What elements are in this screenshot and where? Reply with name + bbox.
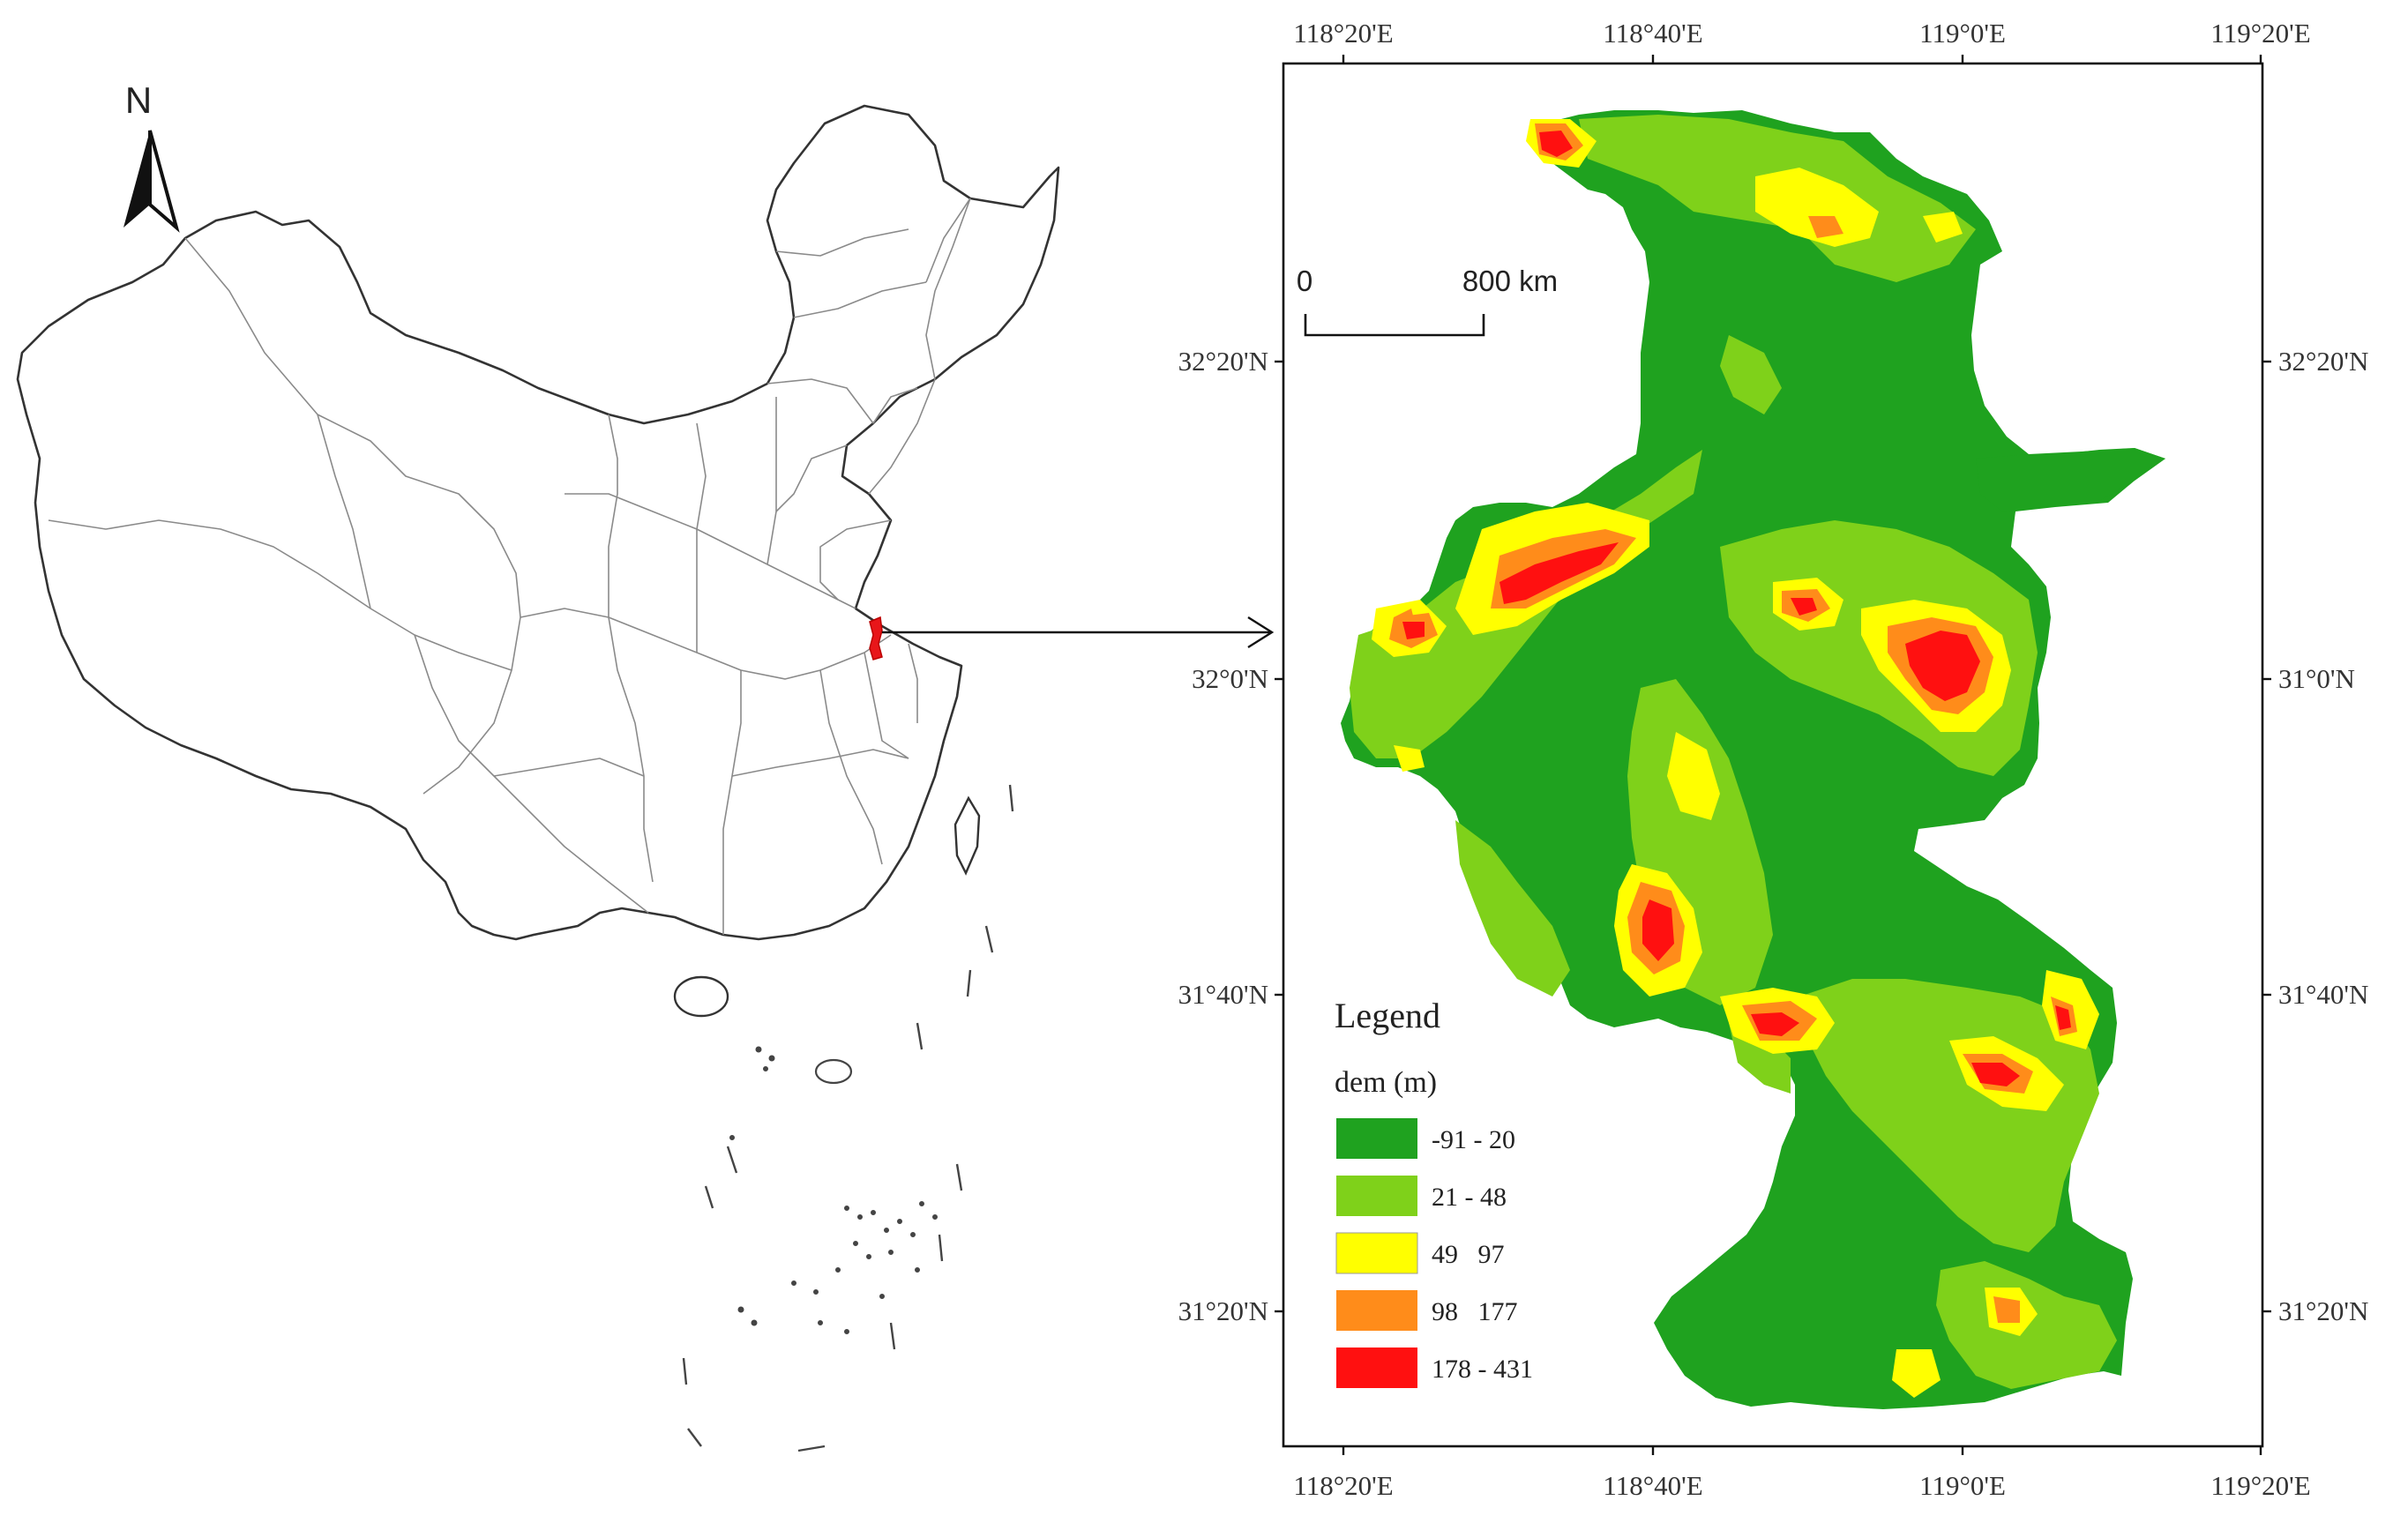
- top-tick-label: 118°40'E: [1603, 18, 1702, 49]
- right-tick-label: 31°0'N: [2278, 663, 2355, 694]
- legend-swatch: [1336, 1118, 1417, 1159]
- bottom-tick-label: 119°0'E: [1919, 1470, 2006, 1501]
- taiwan-island: [953, 795, 981, 876]
- left-axis-labels: 32°20'N 32°0'N 31°40'N 31°20'N: [1178, 346, 1268, 1326]
- study-area-marker: [869, 616, 883, 661]
- inset-map-china: N: [16, 79, 1275, 1452]
- north-label: N: [125, 79, 152, 121]
- scale-start-label: 0: [1297, 265, 1312, 297]
- left-tick-label: 32°20'N: [1178, 346, 1268, 377]
- legend: Legend dem (m) -91 - 20 21 - 48 49 97 98…: [1335, 996, 1533, 1388]
- bottom-tick-label: 118°20'E: [1293, 1470, 1393, 1501]
- legend-label: 21 - 48: [1432, 1183, 1507, 1212]
- legend-subtitle: dem (m): [1335, 1066, 1437, 1099]
- dem-east-spur: [1976, 448, 2165, 511]
- legend-swatch: [1336, 1290, 1417, 1331]
- dem-class-178-431: [1402, 131, 2071, 1086]
- left-tick-label: 32°0'N: [1192, 663, 1268, 694]
- hainan-island: [673, 975, 729, 1018]
- legend-label: -91 - 20: [1432, 1125, 1515, 1154]
- legend-swatch: [1336, 1348, 1417, 1388]
- legend-label: 98 177: [1432, 1297, 1518, 1326]
- right-tick-label: 32°20'N: [2278, 346, 2368, 377]
- north-arrow-icon: N: [123, 79, 180, 233]
- legend-label: 49 97: [1432, 1240, 1505, 1269]
- top-axis-labels: 118°20'E 118°40'E 119°0'E 119°20'E: [1293, 18, 2310, 49]
- right-axis-labels: 32°20'N 31°0'N 31°40'N 31°20'N: [2278, 346, 2368, 1326]
- top-tick-label: 119°20'E: [2210, 18, 2310, 49]
- dem-raster: [1341, 110, 2165, 1409]
- main-map: 118°20'E 118°40'E 119°0'E 119°20'E 118°2…: [1178, 18, 2369, 1501]
- left-tick-label: 31°40'N: [1178, 979, 1268, 1010]
- top-tick-label: 119°0'E: [1919, 18, 2006, 49]
- south-china-sea-islands: [682, 784, 1014, 1452]
- bottom-axis-labels: 118°20'E 118°40'E 119°0'E 119°20'E: [1293, 1470, 2310, 1501]
- bottom-tick-label: 119°20'E: [2210, 1470, 2310, 1501]
- legend-swatch: [1335, 1232, 1418, 1274]
- right-tick-label: 31°40'N: [2278, 979, 2368, 1010]
- left-tick-label: 31°20'N: [1178, 1295, 1268, 1326]
- legend-title: Legend: [1335, 996, 1440, 1035]
- connector-arrow: [882, 616, 1275, 649]
- top-tick-label: 118°20'E: [1293, 18, 1393, 49]
- legend-label: 178 - 431: [1432, 1355, 1533, 1384]
- scale-end-label: 800 km: [1462, 265, 1558, 297]
- bottom-tick-label: 118°40'E: [1603, 1470, 1702, 1501]
- province-boundaries: [48, 198, 971, 935]
- right-tick-label: 31°20'N: [2278, 1295, 2368, 1326]
- scale-bar: 0 800 km: [1297, 265, 1558, 337]
- frame-ticks: [1275, 55, 2271, 1455]
- legend-swatch: [1336, 1176, 1417, 1216]
- china-outline: [16, 104, 1060, 941]
